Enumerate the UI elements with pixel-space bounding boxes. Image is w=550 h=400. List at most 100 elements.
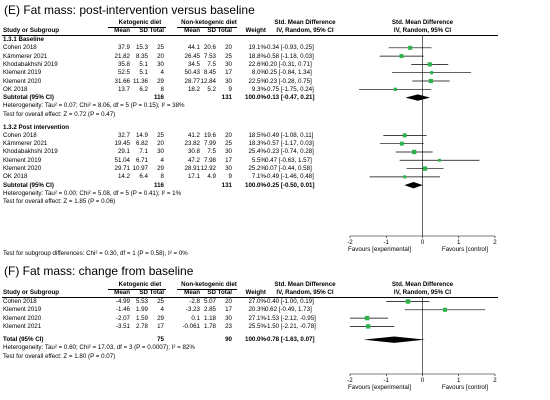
- study-name: OK 2018: [3, 173, 28, 181]
- header-rule: [2, 34, 498, 36]
- effect-ci: -0.13 [-0.47, 0.21]: [265, 94, 315, 102]
- effect-ci: -1.53 [-2.12, -0.95]: [265, 314, 316, 322]
- effect-marker: [393, 87, 397, 91]
- weight: 25.2%: [248, 165, 266, 173]
- mean-control: 18.2: [187, 85, 200, 93]
- forest-plot-f-graphics: [349, 298, 496, 376]
- chart-title-f: (F) Fat mass: change from baseline: [4, 264, 194, 278]
- header-rule: [177, 288, 237, 290]
- overall-effect-text: Test for overall effect: Z = 1.85 (P = 0…: [3, 198, 116, 206]
- mean-control: -0.061: [182, 322, 200, 330]
- mean-experimental: 52.5: [117, 69, 130, 77]
- overall-effect-text: Test for overall effect: Z = 0.72 (P = 0…: [3, 110, 116, 118]
- total-control: 30: [225, 148, 232, 156]
- effect-marker: [399, 54, 404, 59]
- study-name: Klement 2020: [3, 77, 42, 85]
- x-tick-label: -1: [383, 238, 389, 246]
- mean-control: -2.8: [189, 298, 200, 305]
- sd-experimental: 1.99: [135, 306, 148, 314]
- effect-ci: 0.47 [-0.63, 1.57]: [265, 156, 312, 164]
- header-mean-control: Mean: [184, 289, 200, 296]
- favours-left-label: Favours [experimental]: [348, 246, 411, 253]
- effect-marker: [442, 307, 448, 312]
- effect-marker: [365, 324, 371, 329]
- effect-marker: [403, 175, 407, 179]
- header-smd-plot: Std. Mean Difference: [391, 281, 454, 288]
- mean-control: 0.1: [191, 314, 200, 322]
- effect-marker: [405, 299, 411, 304]
- pooled-diamond: [404, 181, 423, 189]
- effect-ci: -0.49 [-1.08, 0.11]: [265, 131, 314, 139]
- x-tick-label: 1: [457, 376, 461, 384]
- total-control: 20: [225, 298, 232, 305]
- header-smd: Std. Mean Difference: [274, 19, 336, 26]
- weight: 22.6%: [248, 60, 266, 68]
- header-rule: [177, 26, 237, 28]
- header-group-experimental: Ketogenic diet: [118, 19, 162, 26]
- effect-marker: [364, 315, 370, 321]
- x-tick-label: -2: [347, 376, 353, 384]
- effect-marker: [427, 62, 432, 67]
- header-total-experimental: Total: [149, 289, 164, 296]
- header-sd-control: SD: [207, 27, 216, 34]
- sd-experimental: 15.3: [135, 44, 148, 52]
- study-name: OK 2018: [3, 85, 28, 93]
- study-name: Klement 2020: [3, 314, 42, 322]
- effect-marker: [429, 71, 434, 75]
- effect-ci: -0.25 [-0.50, 0.01]: [265, 181, 315, 189]
- effect-marker: [438, 158, 441, 162]
- total-experimental: 75: [157, 336, 164, 344]
- effect-ci: -1.50 [-2.21, -0.78]: [265, 322, 316, 330]
- mean-control: 47.2: [187, 156, 200, 164]
- sd-control: 7.53: [203, 52, 216, 60]
- effect-ci: -0.49 [-1.46, 0.48]: [265, 173, 314, 181]
- sd-experimental: 6.4: [139, 173, 148, 181]
- effect-ci: -0.58 [-1.18, 0.03]: [265, 52, 314, 60]
- total-experimental: 8: [160, 85, 164, 93]
- mean-experimental: -2.07: [115, 314, 130, 322]
- total-experimental: 20: [157, 140, 164, 148]
- total-control: 23: [225, 322, 232, 330]
- total-experimental: 4: [160, 306, 164, 314]
- sd-experimental: 10.97: [132, 165, 148, 173]
- total-experimental: 4: [160, 156, 164, 164]
- total-experimental: 25: [157, 298, 164, 305]
- pooled-diamond: [405, 94, 431, 101]
- favours-right-label: Favours [control]: [441, 246, 488, 253]
- total-control: 131: [221, 94, 232, 102]
- mean-experimental: 51.04: [114, 156, 130, 164]
- mean-experimental: 14.2: [117, 173, 130, 181]
- sd-experimental: 6.71: [135, 156, 148, 164]
- sd-experimental: 6.82: [135, 140, 148, 148]
- mean-control: 28.77: [184, 77, 200, 85]
- study-name: Khodabakhshi 2019: [3, 60, 58, 68]
- study-name: Kämmerer 2021: [3, 140, 48, 148]
- mean-experimental: 29.71: [114, 165, 130, 173]
- x-tick-label: 1: [457, 238, 461, 246]
- total-experimental: 8: [160, 173, 164, 181]
- weight: 25.4%: [248, 148, 266, 156]
- effect-marker: [422, 166, 428, 171]
- mean-control: 41.2: [187, 131, 200, 139]
- x-tick-label: 2: [493, 376, 497, 384]
- sd-experimental: 14.9: [135, 131, 148, 139]
- forest-plot-e: (E) Fat mass: post-intervention versus b…: [2, 3, 498, 257]
- subgroup-difference-text: Test for subgroup differences: Chi² = 0.…: [3, 250, 188, 257]
- weight: 27.0%: [248, 298, 266, 305]
- header-ci: IV, Random, 95% CI: [276, 289, 334, 296]
- header-mean-control: Mean: [184, 27, 200, 34]
- sd-experimental: 1.59: [135, 314, 148, 322]
- sd-control: 1.78: [203, 322, 216, 330]
- header-total-control: Total: [217, 289, 232, 296]
- header-weight: Weight: [245, 27, 266, 34]
- mean-control: 26.45: [184, 52, 200, 60]
- weight: 5.5%: [251, 156, 266, 164]
- x-tick-label: -1: [383, 376, 389, 384]
- effect-marker: [402, 133, 407, 138]
- total-experimental: 30: [157, 60, 164, 68]
- sd-control: 7.5: [207, 60, 216, 68]
- sd-experimental: 6.2: [139, 85, 148, 93]
- header-mean-experimental: Mean: [114, 27, 130, 34]
- study-name: Klement 2020: [3, 165, 42, 173]
- weight: 100.0%: [245, 181, 266, 189]
